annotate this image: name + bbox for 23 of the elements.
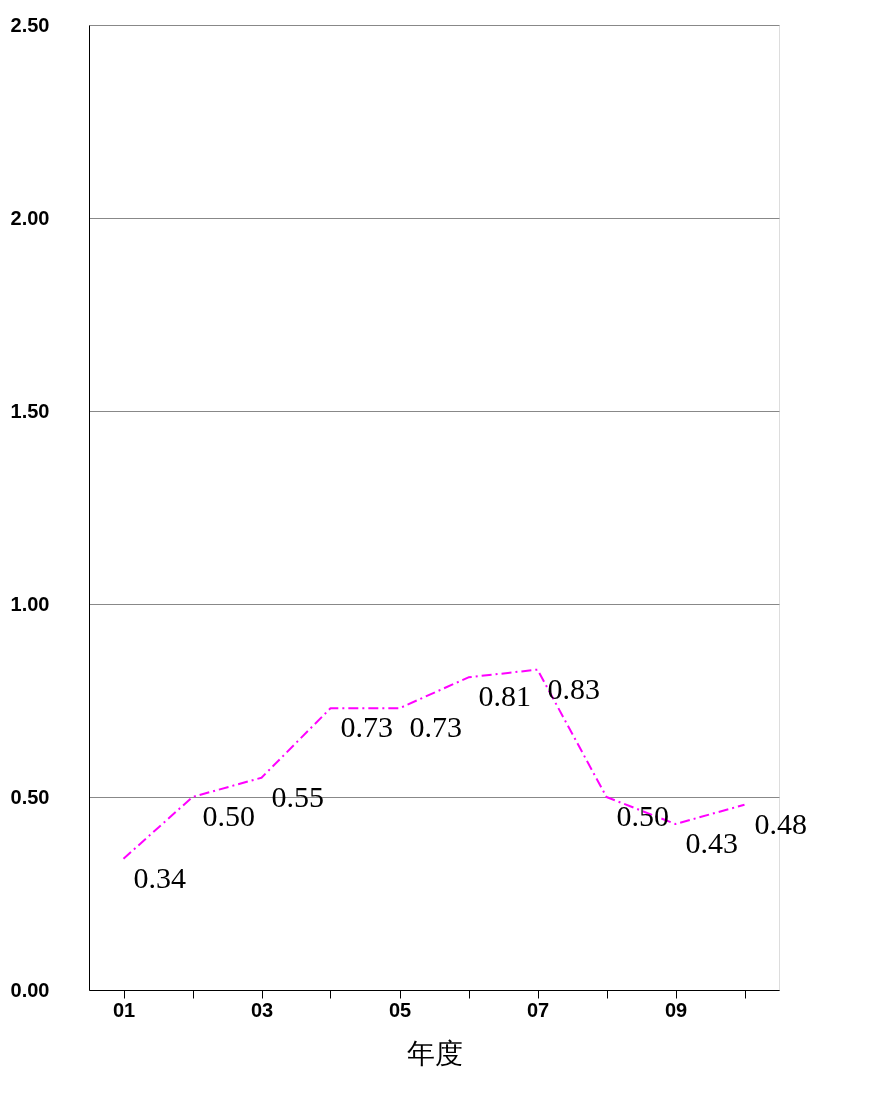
y-tick-label: 2.00: [10, 206, 50, 229]
x-tick-label: 09: [664, 998, 688, 1021]
x-tick-label: 07: [526, 998, 550, 1021]
data-label: 0.43: [685, 826, 738, 860]
x-axis-title: 年度: [406, 1036, 463, 1070]
data-label: 0.83: [547, 671, 600, 705]
y-tick-label: 0.00: [10, 978, 50, 1001]
line-series: [122, 668, 746, 860]
data-label: 0.73: [409, 710, 462, 744]
data-label: 0.73: [340, 710, 393, 744]
data-label: 0.50: [616, 799, 669, 832]
data-label: 0.55: [271, 779, 324, 813]
x-tick-label: 05: [388, 998, 412, 1021]
x-tick-label: 01: [112, 998, 136, 1021]
data-label: 0.48: [754, 806, 807, 840]
y-tick-label: 1.50: [10, 399, 50, 422]
data-label: 0.34: [133, 860, 186, 894]
data-label: 0.81: [478, 679, 531, 713]
x-tick-label: 03: [250, 998, 274, 1021]
y-tick-label: 0.50: [10, 785, 50, 808]
data-label: 0.50: [202, 799, 255, 832]
y-tick-label: 1.00: [10, 592, 50, 615]
y-tick-label: 2.50: [10, 13, 50, 36]
